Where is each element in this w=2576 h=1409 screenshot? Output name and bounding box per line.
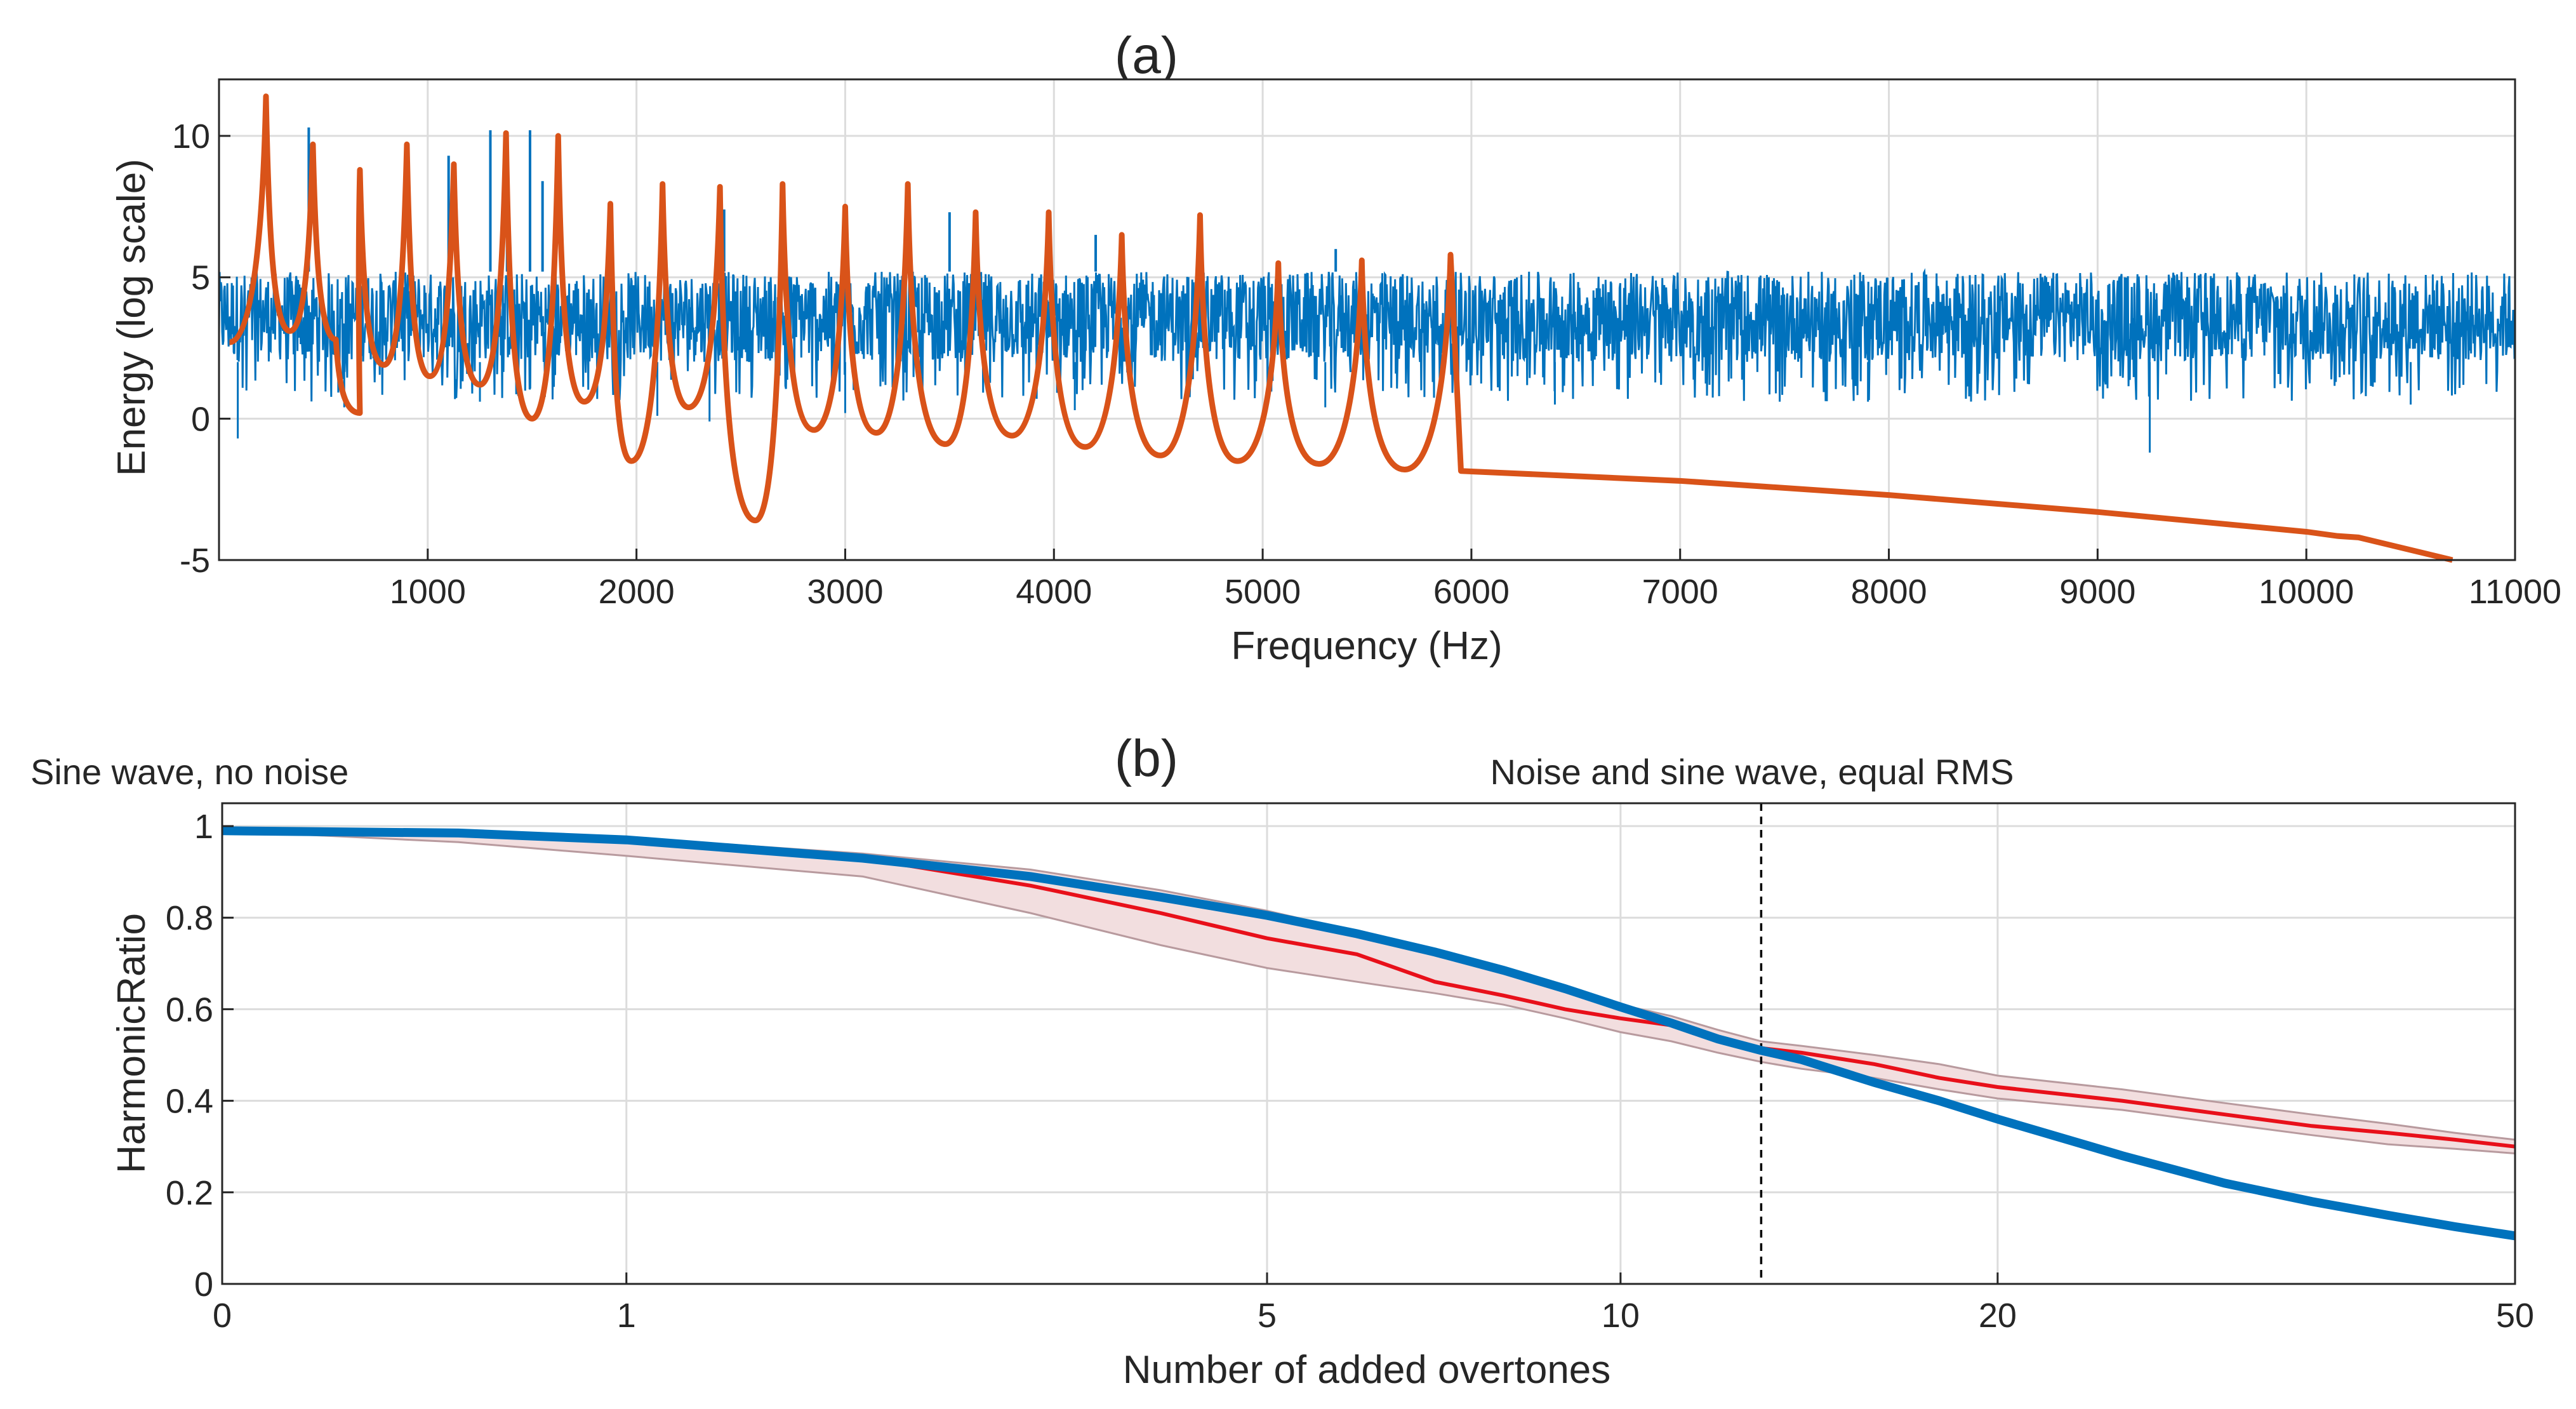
measured-upper-line [222, 829, 2516, 1141]
b-y-tick-label: 0.4 [166, 1083, 213, 1121]
panel-b: (b) Sine wave, no noise Noise and sine w… [30, 730, 2534, 1392]
a-x-tick-label: 9000 [2059, 573, 2135, 611]
a-y-tick-label: 5 [191, 259, 210, 297]
annotation-sine-no-noise: Sine wave, no noise [30, 752, 349, 792]
harmonic-peak [609, 203, 611, 204]
panel-b-axes-frame [221, 802, 2516, 1285]
b-x-tick-label: 1 [617, 1297, 636, 1335]
b-x-tick-label: 20 [1979, 1297, 2017, 1335]
panel-b-y-axis-label: HarmonicRatio [110, 913, 154, 1173]
panel-b-y-ticks: 0 0.2 0.4 0.6 0.8 1 [166, 808, 234, 1304]
panel-a-x-axis-label: Frequency (Hz) [1231, 624, 1502, 668]
harmonic-peak [406, 144, 408, 145]
panel-a-label: (a) [1115, 27, 1178, 84]
a-x-tick-label: 1000 [390, 573, 466, 611]
harmonic-peak [907, 183, 909, 185]
a-x-tick-label: 11000 [2469, 573, 2561, 611]
panel-b-series [222, 803, 2516, 1284]
a-x-tick-label: 2000 [599, 573, 675, 611]
harmonic-peak [312, 144, 314, 145]
harmonic-peak [505, 132, 507, 134]
panel-b-x-ticks: 0 1 5 10 20 50 [213, 1272, 2534, 1335]
a-x-tick-label: 4000 [1016, 573, 1092, 611]
b-x-tick-label: 0 [213, 1297, 232, 1335]
harmonic-peak [453, 163, 455, 165]
a-y-tick-label: 0 [191, 400, 210, 438]
measured-band [222, 831, 2515, 1154]
panel-a-axes-frame [218, 78, 2516, 561]
harmonic-peak [359, 169, 361, 171]
panel-b-gridlines [222, 803, 2515, 1284]
annotation-noise-and-sine: Noise and sine wave, equal RMS [1490, 752, 2014, 792]
harmonic-peak [844, 206, 846, 208]
a-x-tick-label: 10000 [2259, 573, 2354, 611]
b-x-tick-label: 10 [1602, 1297, 1640, 1335]
a-x-tick-label: 7000 [1642, 573, 1718, 611]
panel-b-plot-area [222, 803, 2515, 1284]
harmonic-peak [974, 211, 976, 213]
panel-b-label: (b) [1115, 730, 1178, 787]
harmonic-peak [265, 95, 267, 97]
b-y-tick-label: 0.6 [166, 991, 213, 1029]
harmonic-peak [1450, 254, 1452, 256]
a-y-tick-label: 10 [172, 117, 210, 156]
a-x-tick-label: 6000 [1433, 573, 1510, 611]
a-x-tick-label: 5000 [1225, 573, 1301, 611]
panel-a-y-ticks: -5 0 5 10 [172, 117, 230, 580]
harmonic-peak [1121, 234, 1123, 236]
harmonic-peak [1361, 259, 1363, 261]
theoretical-line [222, 826, 2516, 1241]
panel-a-y-axis-label: Energy (log scale) [110, 159, 154, 476]
panel-a: (a) 1000 2000 3000 4000 5000 6000 7000 8000 9000… [110, 27, 2561, 668]
a-x-tick-label: 3000 [807, 573, 883, 611]
panel-b-x-axis-label: Number of added overtones [1123, 1348, 1611, 1392]
panel-a-x-ticks: 1000 2000 3000 4000 5000 6000 7000 8000 9000 1000… [390, 549, 2561, 611]
b-x-tick-label: 5 [1258, 1297, 1277, 1335]
b-x-tick-label: 50 [2496, 1297, 2534, 1335]
harmonic-peak [1199, 214, 1201, 216]
harmonic-peak [557, 135, 559, 137]
harmonic-line [229, 93, 2453, 563]
harmonic-peak [1048, 211, 1050, 213]
harmonic-peak [781, 183, 783, 185]
b-y-tick-label: 0 [194, 1265, 213, 1304]
harmonic-peak [1277, 262, 1279, 264]
harmonic-series [229, 93, 2453, 563]
a-x-tick-label: 8000 [1850, 573, 1927, 611]
harmonic-peak [661, 183, 663, 185]
b-y-tick-label: 1 [194, 808, 213, 846]
b-y-tick-label: 0.2 [166, 1174, 213, 1212]
harmonic-peak [719, 186, 721, 188]
a-y-tick-label: -5 [180, 542, 210, 580]
measured-lower-line [222, 829, 2516, 1154]
b-y-tick-label: 0.8 [166, 899, 213, 937]
